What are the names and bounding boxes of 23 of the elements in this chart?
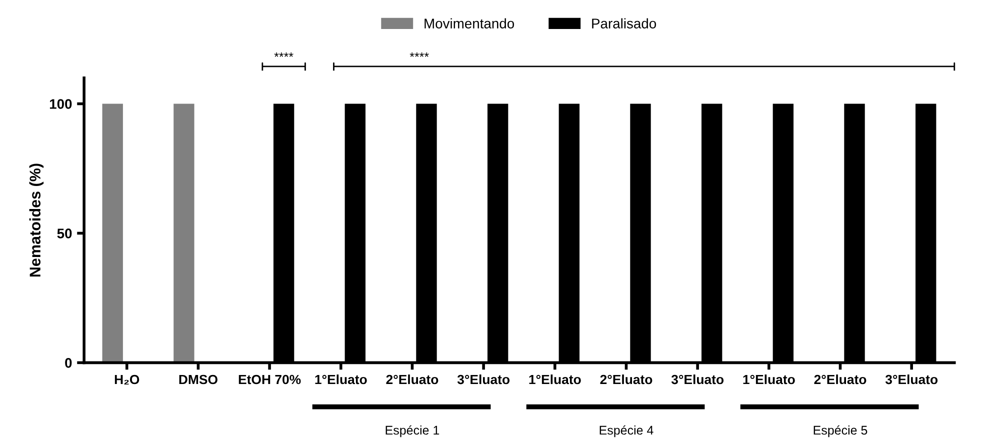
x-tick-label: 1°Eluato <box>529 374 581 384</box>
x-tick-label: 3°Eluato <box>457 374 510 384</box>
legend-label: Paralisado <box>592 18 656 28</box>
x-tick-label: 3°Eluato <box>885 374 938 384</box>
x-tick-label: 3°Eluato <box>671 374 724 384</box>
x-tick-label: H₂O <box>114 374 140 384</box>
text: **** <box>274 52 294 57</box>
text: Espécie 4 <box>600 425 654 438</box>
x-tick-label: 2°Eluato <box>386 374 438 384</box>
text: Espécie 5 <box>814 425 868 438</box>
x-tick-label: 2°Eluato <box>814 374 866 384</box>
y-tick-label: 0 <box>65 358 72 368</box>
y-tick-label: 50 <box>57 228 72 238</box>
text: Espécie 1 <box>386 425 440 438</box>
x-tick-label: 1°Eluato <box>315 374 367 384</box>
x-tick-label: 1°Eluato <box>743 374 795 384</box>
legend-label: Movimentando <box>424 18 514 28</box>
x-tick-label: EtOH 70% <box>238 374 301 384</box>
x-tick-label: 2°Eluato <box>600 374 652 384</box>
text: **** <box>410 52 429 57</box>
x-tick-label: DMSO <box>179 374 218 384</box>
y-tick-label: 100 <box>50 99 72 109</box>
y-axis-title: Nematoides (%) <box>29 164 44 277</box>
